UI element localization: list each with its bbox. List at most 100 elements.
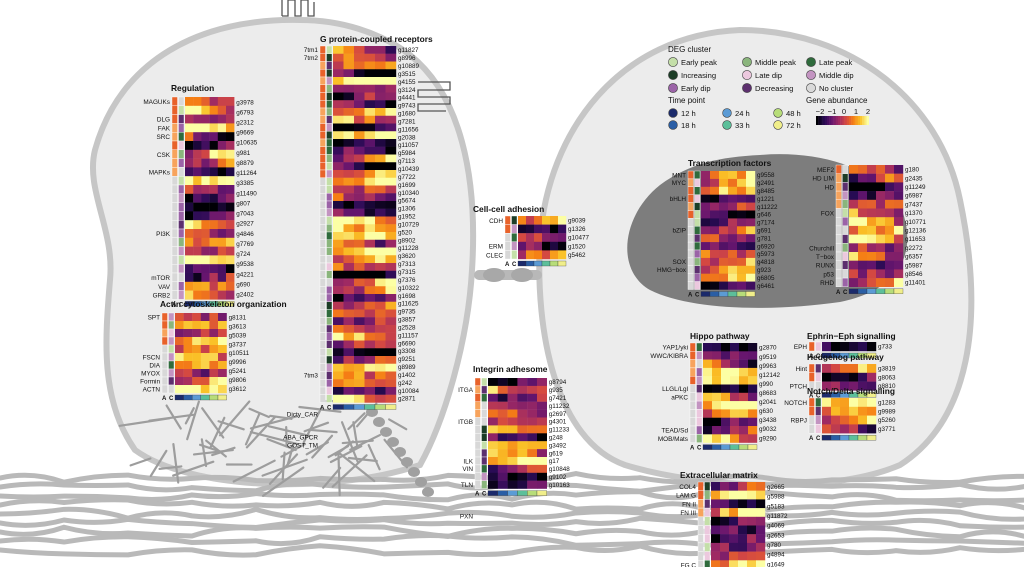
- heatmap-cell: [386, 387, 397, 395]
- gene-family-label: CDH: [489, 218, 503, 225]
- annotation-cell: [836, 217, 842, 226]
- heatmap-cell: [365, 271, 376, 279]
- annotation-cell: [162, 337, 168, 345]
- gene-id-label: g11490: [236, 190, 257, 197]
- annotation-cell: [320, 139, 326, 147]
- heatmap-cell: [209, 353, 218, 361]
- heatmap-cell: [386, 372, 397, 380]
- heatmap-cell: [226, 132, 234, 141]
- heatmap-cell: [375, 170, 386, 178]
- heatmap-cell: [885, 165, 894, 174]
- heatmap-cell: [375, 69, 386, 77]
- heatmap-cell: [333, 147, 344, 155]
- heatmap-cell: [710, 187, 719, 195]
- gene-id-label: g807: [236, 200, 251, 207]
- heatmap-cell: [344, 372, 355, 380]
- gene-id-label: g4818: [757, 259, 775, 266]
- cluster-cell: [695, 187, 701, 195]
- heatmap-cell: [756, 526, 765, 535]
- heatmap-cell: [201, 264, 209, 273]
- gene-id-label: g3771: [878, 426, 896, 433]
- heatmap-cell: [739, 368, 748, 377]
- fiber-strand: [0, 546, 1024, 555]
- heatmap-cell: [193, 238, 201, 247]
- heatmap-cell: [894, 200, 903, 209]
- gene-id-label: g11656: [398, 126, 419, 133]
- time-strip-cell: [488, 491, 498, 496]
- heatmap-cell: [218, 220, 226, 229]
- gene-id-label: g8989: [398, 364, 416, 371]
- heatmap-cell: [365, 178, 376, 186]
- annotation-cell: [809, 364, 815, 373]
- heatmap-cell: [210, 159, 218, 168]
- gene-family-label: FOX: [821, 210, 835, 217]
- annotation-cell: [698, 552, 704, 561]
- heatmap-cell: [527, 425, 537, 433]
- heatmap-cell: [354, 193, 365, 201]
- heatmap-cell: [542, 216, 550, 225]
- heatmap-cell: [550, 216, 558, 225]
- gene-id-label: g5260: [878, 417, 896, 424]
- legend-abundance-gradient-step: [860, 116, 862, 125]
- heatmap-cell: [756, 508, 765, 517]
- legend-abundance-gradient-step: [823, 116, 825, 125]
- time-strip-cell: [534, 261, 542, 266]
- cluster-cell: [179, 123, 185, 132]
- heatmap-cell: [185, 273, 193, 282]
- heatmap-cell: [508, 410, 518, 418]
- heatmap-cell: [201, 203, 209, 212]
- heatmap-cell: [558, 216, 566, 225]
- heatmap-cell: [344, 193, 355, 201]
- heatmap-cell: [201, 123, 209, 132]
- gene-family-label: 7tm2: [304, 55, 319, 62]
- annotation-cell: [162, 377, 168, 385]
- heatmap-cell: [831, 342, 840, 351]
- heatmap-cell: [508, 425, 518, 433]
- heatmap-cell: [365, 232, 376, 240]
- heatmap-cell: [344, 124, 355, 132]
- annotation-cell: [505, 233, 511, 242]
- legend-abundance-gradient-step: [856, 116, 858, 125]
- heatmap-cell: [226, 264, 234, 273]
- heatmap-cell: [711, 552, 720, 561]
- cluster-cell: [169, 313, 175, 321]
- heatmap-cell: [354, 155, 365, 163]
- heatmap-cell: [333, 155, 344, 163]
- heatmap-cell: [386, 178, 397, 186]
- heatmap-cell: [218, 345, 227, 353]
- annotation-cell: [475, 378, 481, 386]
- annotation-cell: [688, 211, 694, 219]
- heatmap-cell: [711, 543, 720, 552]
- heatmap-cell: [193, 167, 201, 176]
- gene-id-label: g9102: [549, 474, 567, 481]
- heatmap-cell: [849, 407, 858, 416]
- heatmap-cell: [730, 393, 739, 402]
- annotation-cell: [162, 353, 168, 361]
- cluster-cell: [327, 62, 333, 70]
- legend-time-label: 48 h: [786, 109, 801, 118]
- gene-family-label: PXN: [460, 514, 474, 521]
- heatmap-cell: [333, 54, 344, 62]
- heatmap-cell: [386, 356, 397, 364]
- cluster-cell: [327, 124, 333, 132]
- heatmap-cell: [344, 279, 355, 287]
- gene-id-label: g9806: [229, 377, 247, 384]
- heatmap-cell: [354, 201, 365, 209]
- heatmap-cell: [867, 342, 876, 351]
- heatmap-cell: [527, 449, 537, 457]
- heatmap-cell: [729, 491, 738, 500]
- heatmap-cell: [867, 217, 876, 226]
- heatmap-cell: [885, 278, 894, 287]
- heatmap-cell: [518, 250, 526, 259]
- heatmap-cell: [748, 343, 757, 352]
- heatmap-cell: [333, 162, 344, 170]
- heatmap-cell: [748, 401, 757, 410]
- heatmap-cell: [737, 282, 746, 290]
- heatmap-cell: [185, 176, 193, 185]
- heatmap-cell: [894, 174, 903, 183]
- heatmap-cell: [748, 368, 757, 377]
- gene-family-label: DIA: [149, 362, 160, 369]
- gene-family-label: bZIP: [673, 228, 687, 235]
- heatmap-cell: [488, 402, 498, 410]
- annotation-cell: [320, 77, 326, 85]
